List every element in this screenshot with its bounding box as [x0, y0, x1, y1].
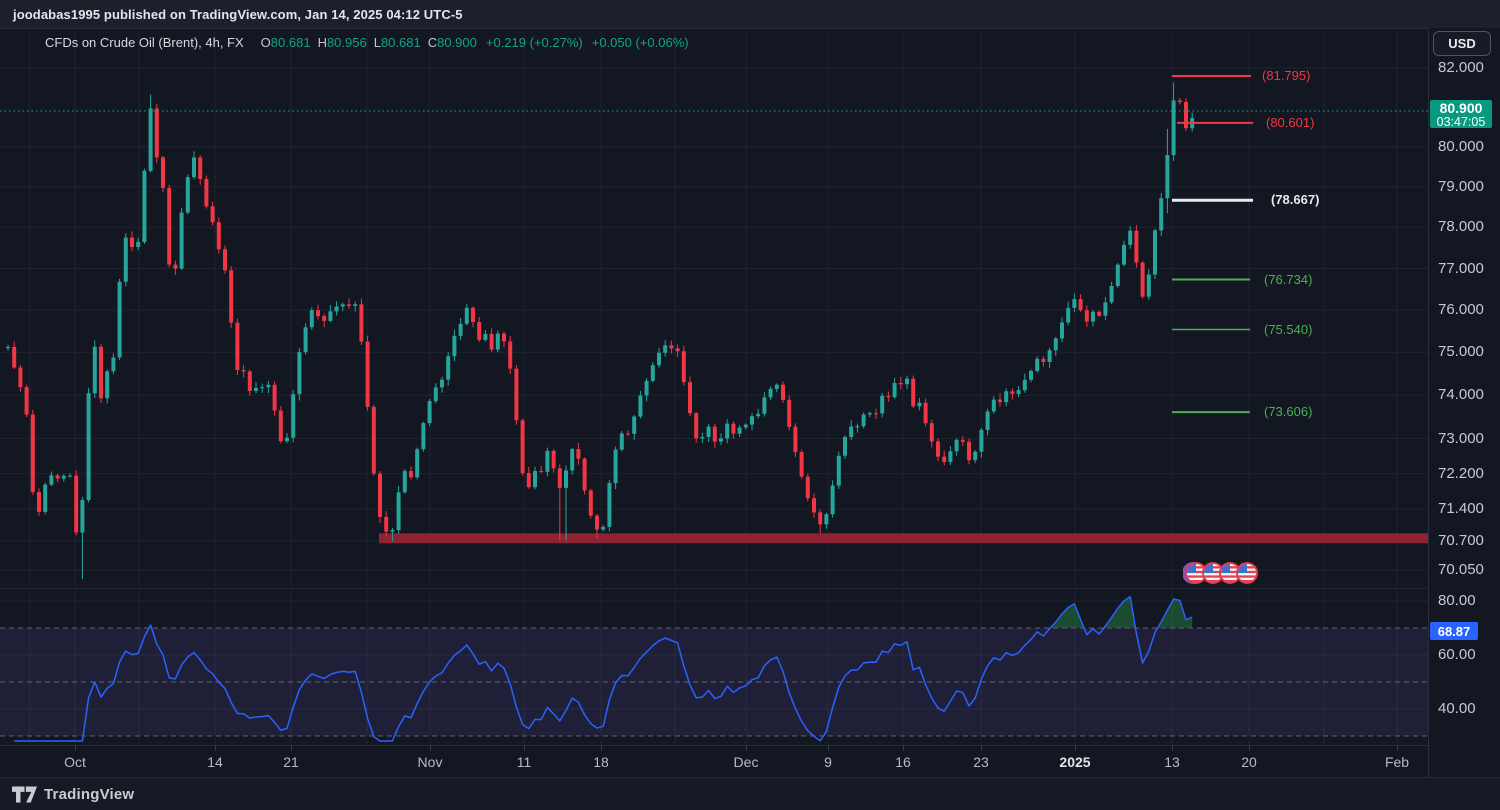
time-axis-label: 21: [283, 754, 299, 770]
rsi-axis-label: 80.00: [1438, 592, 1476, 609]
change-extended: +0.050 (+0.06%): [591, 35, 689, 50]
currency-toggle-button[interactable]: USD: [1433, 31, 1491, 56]
ohlc-values: O80.681 H80.956 L80.681 C80.900: [254, 35, 477, 50]
time-axis-tick: [1249, 746, 1250, 751]
change-absolute: +0.219 (+0.27%): [485, 35, 583, 50]
time-axis-tick: [1397, 746, 1398, 751]
time-axis-tick: [524, 746, 525, 751]
rsi-pane[interactable]: [0, 590, 1428, 745]
publish-info-text: joodabas1995 published on TradingView.co…: [13, 6, 463, 22]
time-axis-label: 13: [1164, 754, 1180, 770]
ohlc-key: O: [260, 35, 271, 50]
ohlc-key: C: [427, 35, 438, 50]
bar-countdown: 03:47:05: [1436, 115, 1486, 130]
time-axis-label: 2025: [1059, 754, 1091, 770]
price-axis-label: 78.000: [1438, 218, 1484, 236]
attribution-footer: TradingView: [0, 777, 1500, 810]
time-axis-label: 14: [207, 754, 223, 770]
time-axis-tick: [828, 746, 829, 751]
time-axis-tick: [1075, 746, 1076, 751]
pane-separator[interactable]: [0, 588, 1428, 589]
price-axis-label: 74.000: [1438, 386, 1484, 404]
us-flag-icon: [1202, 562, 1224, 584]
time-axis-tick: [215, 746, 216, 751]
time-axis-tick: [903, 746, 904, 751]
time-axis-tick: [601, 746, 602, 751]
level-price-label: (80.601): [1266, 114, 1315, 130]
support-zone-band: [379, 533, 1428, 544]
tradingview-logo-icon: [12, 786, 37, 803]
time-axis-label: Nov: [417, 754, 443, 770]
ohlc-value: 80.681: [380, 35, 421, 50]
level-price-label: (76.734): [1264, 271, 1313, 287]
price-axis[interactable]: USD 80.900 03:47:05 68.87 82.000 80.000 79…: [1428, 28, 1500, 777]
level-price-label: (75.540): [1264, 321, 1313, 337]
time-axis-tick: [746, 746, 747, 751]
level-price-label: (73.606): [1264, 404, 1313, 420]
us-flag-icon: [1236, 562, 1258, 584]
time-axis-label: 20: [1241, 754, 1257, 770]
level-price-label: (78.667): [1271, 192, 1320, 208]
tradingview-link[interactable]: TradingView: [12, 786, 134, 803]
price-axis-label: 73.000: [1438, 429, 1484, 447]
price-axis-label: 82.000: [1438, 59, 1484, 76]
time-axis-tick: [981, 746, 982, 751]
time-axis-label: 16: [895, 754, 911, 770]
price-axis-label: 71.400: [1438, 500, 1484, 518]
reaction-flags[interactable]: [1183, 560, 1259, 586]
symbol-legend[interactable]: CFDs on Crude Oil (Brent), 4h, FX O80.681…: [45, 35, 689, 50]
rsi-axis-label: 40.00: [1438, 700, 1476, 717]
price-axis-label: 79.000: [1438, 177, 1484, 195]
price-axis-label: 80.000: [1438, 137, 1484, 155]
us-flag-icon: [1185, 562, 1207, 584]
ohlc-key: L: [373, 35, 381, 50]
price-axis-label: 76.000: [1438, 301, 1484, 319]
rsi-axis-label: 60.00: [1438, 646, 1476, 663]
time-axis-label: Oct: [64, 754, 86, 770]
time-axis-tick: [291, 746, 292, 751]
time-axis-label: 18: [593, 754, 609, 770]
time-axis-tick: [75, 746, 76, 751]
rsi-line: [14, 595, 1193, 742]
time-axis-label: 11: [516, 754, 532, 770]
rsi-indicator-chart[interactable]: [0, 590, 1428, 745]
time-axis-label: 9: [824, 754, 832, 770]
price-axis-label: 72.200: [1438, 464, 1484, 482]
tradingview-wordmark: TradingView: [44, 786, 135, 803]
time-axis-tick: [1172, 746, 1173, 751]
last-price-value: 80.900: [1439, 100, 1483, 117]
ohlc-value: 80.900: [437, 35, 477, 50]
price-axis-label: 70.050: [1438, 561, 1484, 578]
ohlc-value: 80.681: [270, 35, 311, 50]
price-axis-label: 77.000: [1438, 259, 1484, 277]
time-axis-label: Feb: [1384, 754, 1410, 770]
ohlc-key: H: [317, 35, 327, 50]
rsi-value-badge: 68.87: [1430, 622, 1478, 641]
us-flag-icon: [1219, 562, 1241, 584]
time-axis-label: Dec: [733, 754, 759, 770]
candlestick-chart[interactable]: [0, 28, 1428, 586]
time-axis-label: 23: [973, 754, 989, 770]
symbol-title: CFDs on Crude Oil (Brent), 4h, FX: [45, 35, 244, 50]
publish-info-bar: joodabas1995 published on TradingView.co…: [0, 0, 1500, 29]
price-axis-label: 70.700: [1438, 531, 1484, 549]
last-price-badge: 80.900 03:47:05: [1430, 100, 1492, 130]
time-axis[interactable]: Oct 14 21 Nov 11 18 Dec 9 16 23 2025 13 20 Feb: [0, 745, 1428, 778]
ohlc-value: 80.956: [326, 35, 367, 50]
level-price-label: (81.795): [1262, 67, 1311, 83]
time-axis-tick: [430, 746, 431, 751]
price-axis-label: 75.000: [1438, 343, 1484, 361]
price-pane[interactable]: CFDs on Crude Oil (Brent), 4h, FX O80.681…: [0, 28, 1428, 586]
